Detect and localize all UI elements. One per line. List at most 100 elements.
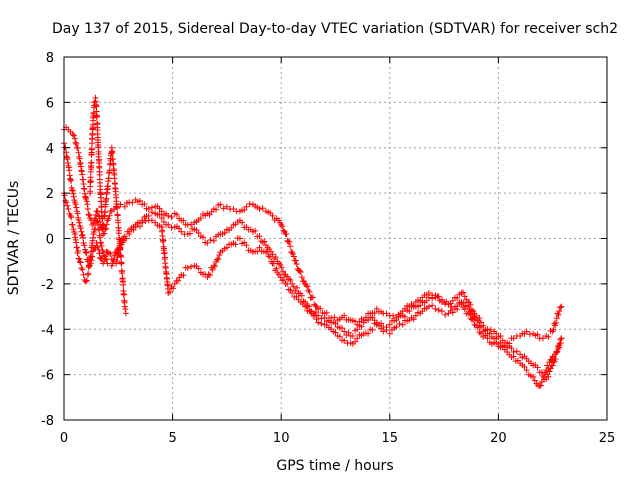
data-point [160,245,167,252]
data-point [117,246,124,253]
data-point [82,249,89,256]
data-point [107,161,114,168]
data-point [223,244,230,251]
data-point [129,199,136,206]
data-point [545,333,552,340]
data-point [449,309,456,316]
data-point [142,217,149,224]
plot-frame [63,56,608,421]
data-point [86,262,93,269]
data-point [104,260,111,267]
data-point [206,272,213,279]
data-point [287,277,294,284]
data-point [115,227,122,234]
data-point [513,348,520,355]
data-point [256,206,263,213]
data-point [79,231,86,238]
data-point [117,253,124,260]
data-point [132,224,139,231]
data-point [205,271,212,278]
data-point [217,201,224,208]
data-point [180,272,187,279]
data-point [269,212,276,219]
data-point [354,326,361,333]
data-point [432,294,439,301]
data-point [101,209,108,216]
data-point [478,323,485,330]
data-point [175,277,182,284]
data-point [558,335,565,342]
data-point [297,268,304,275]
data-point [98,242,105,249]
data-point [399,321,406,328]
data-point [69,187,76,194]
data-point [75,247,82,254]
data-point [296,267,303,274]
data-point [204,240,211,247]
data-point [423,297,430,304]
data-point [521,363,528,370]
data-point [545,373,552,380]
chart-title: Day 137 of 2015, Sidereal Day-to-day VTE… [52,21,618,37]
data-point [410,316,417,323]
data-point [445,301,452,308]
data-point [85,211,92,218]
data-point [77,225,84,232]
data-point [120,282,127,289]
data-point [510,348,517,355]
data-point [292,288,299,295]
data-point [412,312,419,319]
data-point [97,240,104,247]
data-point [93,114,100,121]
data-point [557,340,564,347]
data-point [207,237,214,244]
data-point [449,297,456,304]
data-point [286,239,293,246]
data-point [252,227,259,234]
data-point [278,221,285,228]
data-point [121,233,128,240]
data-point [301,278,308,285]
data-point [321,314,328,321]
data-point [165,221,172,228]
data-point [554,348,561,355]
data-point [546,368,553,375]
data-point [126,230,133,237]
data-point [220,205,227,212]
data-point [230,206,237,213]
x-tick-label: 15 [382,431,399,446]
data-point [341,312,348,319]
data-point [354,335,361,342]
data-point [186,230,193,237]
data-point [331,314,338,321]
data-point [304,302,311,309]
data-point [103,256,110,263]
x-tick-label: 10 [273,431,290,446]
data-point [280,276,287,283]
data-point [76,219,83,226]
data-point [302,303,309,310]
x-tick-label: 20 [490,431,507,446]
data-point [293,284,300,291]
data-point [116,238,123,245]
data-point [76,155,83,162]
data-point [482,327,489,334]
data-point [195,265,202,272]
data-point [114,205,121,212]
data-point [213,206,220,213]
data-point [386,321,393,328]
data-point [70,193,77,200]
data-point [312,302,319,309]
y-tick-label: -6 [41,369,54,384]
data-point [303,282,310,289]
data-point [304,283,311,290]
data-point [396,320,403,327]
data-point [283,230,290,237]
data-point [137,223,144,230]
data-point [121,203,128,210]
data-point [345,329,352,336]
data-point [74,244,81,251]
data-point [292,257,299,264]
data-point [173,211,180,218]
data-point [73,140,80,147]
